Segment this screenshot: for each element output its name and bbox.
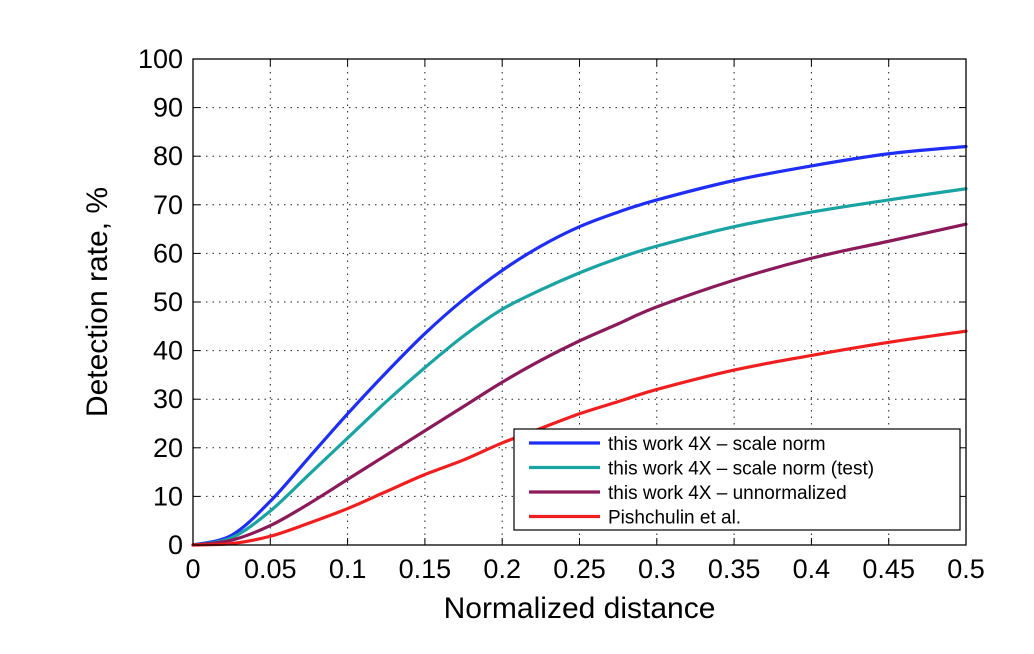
x-tick-label: 0.5 xyxy=(947,554,985,584)
y-tick-label: 20 xyxy=(153,433,183,463)
series-line-0 xyxy=(191,144,968,547)
y-tick-label: 60 xyxy=(153,238,183,268)
legend-label: Pishchulin et al. xyxy=(608,508,741,529)
y-tick-label: 40 xyxy=(153,336,183,366)
legend-label: this work 4X – scale norm (test) xyxy=(608,459,874,480)
ticks: 0 0.05 0.1 0.15 0.2 0.25 0.3 0.35 0.4 0.45 0.5 0 10 2… xyxy=(138,44,985,584)
y-axis-title: Detection rate, % xyxy=(81,187,114,417)
y-tick-label: 10 xyxy=(153,481,183,511)
x-tick-label: 0.05 xyxy=(244,554,297,584)
x-tick-label: 0 xyxy=(185,554,200,584)
legend-label: this work 4X – scale norm xyxy=(608,434,826,455)
y-tick-label: 90 xyxy=(153,93,183,123)
series-line-3 xyxy=(191,329,968,547)
legend-box xyxy=(513,428,961,531)
x-tick-label: 0.1 xyxy=(329,554,367,584)
x-tick-label: 0.4 xyxy=(793,554,831,584)
x-tick-label: 0.3 xyxy=(638,554,676,584)
x-tick-label: 0.2 xyxy=(483,554,521,584)
legend-label: this work 4X – unnormalized xyxy=(608,483,847,504)
x-tick-label: 0.15 xyxy=(399,554,452,584)
y-tick-label: 30 xyxy=(153,384,183,414)
y-tick-label: 70 xyxy=(153,190,183,220)
series-line-2 xyxy=(191,222,968,547)
x-tick-label: 0.25 xyxy=(553,554,606,584)
series-lines xyxy=(191,144,968,547)
series-line-1 xyxy=(191,187,968,547)
y-tick-label: 0 xyxy=(168,530,183,560)
legend: this work 4X – scale norm this work 4X – … xyxy=(513,428,961,531)
y-tick-label: 100 xyxy=(138,44,183,74)
y-tick-label: 50 xyxy=(153,287,183,317)
y-tick-label: 80 xyxy=(153,141,183,171)
x-tick-label: 0.45 xyxy=(862,554,915,584)
x-tick-label: 0.35 xyxy=(708,554,761,584)
x-axis-title: Normalized distance xyxy=(444,592,716,625)
